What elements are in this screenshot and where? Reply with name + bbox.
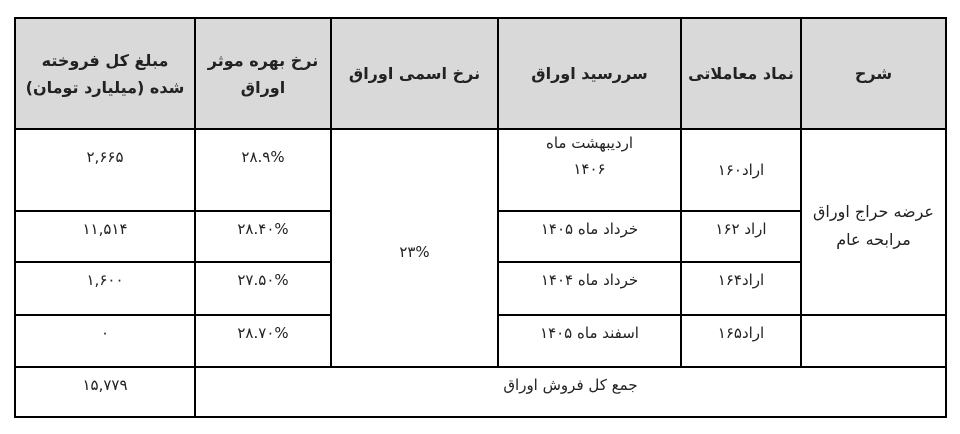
amount-cell: ۱۱,۵۱۴	[14, 210, 196, 263]
header-nominal-rate: نرخ اسمی اوراق	[330, 17, 499, 130]
total-amount: ۱۵,۷۷۹	[14, 366, 196, 418]
symbol-cell: اراد۱۶۴	[680, 261, 802, 316]
empty-description-cell	[800, 314, 947, 368]
effective-rate-cell: ۲۸.۹%	[194, 128, 332, 212]
description-cell: عرضه حراج اوراق مرابحه عام	[800, 128, 947, 316]
table-row: اراد۱۶۵ اسفند ماه ۱۴۰۵ ۲۸.۷۰% ۰	[14, 314, 947, 368]
header-amount: مبلغ کل فروخته شده (میلیارد تومان)	[14, 17, 196, 130]
bond-auction-table: شرح نماد معاملاتی سررسید اوراق نرخ اسمی …	[14, 17, 947, 418]
symbol-cell: اراد۱۶۰	[680, 128, 802, 212]
effective-rate-cell: ۲۸.۷۰%	[194, 314, 332, 368]
header-maturity: سررسید اوراق	[497, 17, 682, 130]
maturity-cell: اردیبهشت ماه ۱۴۰۶	[497, 128, 682, 212]
total-label: جمع کل فروش اوراق	[194, 366, 947, 418]
table-row: عرضه حراج اوراق مرابحه عام اراد۱۶۰ اردیب…	[14, 128, 947, 368]
table-row: اراد۱۶۴ خرداد ماه ۱۴۰۴ ۲۷.۵۰% ۱,۶۰۰	[14, 261, 946, 316]
symbol-cell: اراد۱۶۵	[680, 314, 802, 368]
header-row: شرح نماد معاملاتی سررسید اوراق نرخ اسمی …	[14, 17, 947, 130]
header-effective-rate: نرخ بهره موثر اوراق	[194, 17, 332, 130]
maturity-cell: خرداد ماه ۱۴۰۴	[497, 261, 682, 316]
header-symbol: نماد معاملاتی	[680, 17, 802, 130]
nominal-rate-cell: ۲۳%	[330, 128, 499, 368]
maturity-cell: اسفند ماه ۱۴۰۵	[497, 314, 682, 368]
amount-cell: ۲,۶۶۵	[14, 128, 196, 212]
effective-rate-cell: ۲۸.۴۰%	[194, 210, 332, 263]
symbol-cell: اراد ۱۶۲	[680, 210, 802, 263]
table-row: اراد ۱۶۲ خرداد ماه ۱۴۰۵ ۲۸.۴۰% ۱۱,۵۱۴	[14, 210, 946, 263]
effective-rate-cell: ۲۷.۵۰%	[194, 261, 332, 316]
amount-cell: ۱,۶۰۰	[14, 261, 196, 316]
maturity-cell: خرداد ماه ۱۴۰۵	[497, 210, 682, 263]
amount-cell: ۰	[14, 314, 196, 368]
total-row: جمع کل فروش اوراق ۱۵,۷۷۹	[14, 366, 947, 418]
header-description: شرح	[800, 17, 947, 130]
